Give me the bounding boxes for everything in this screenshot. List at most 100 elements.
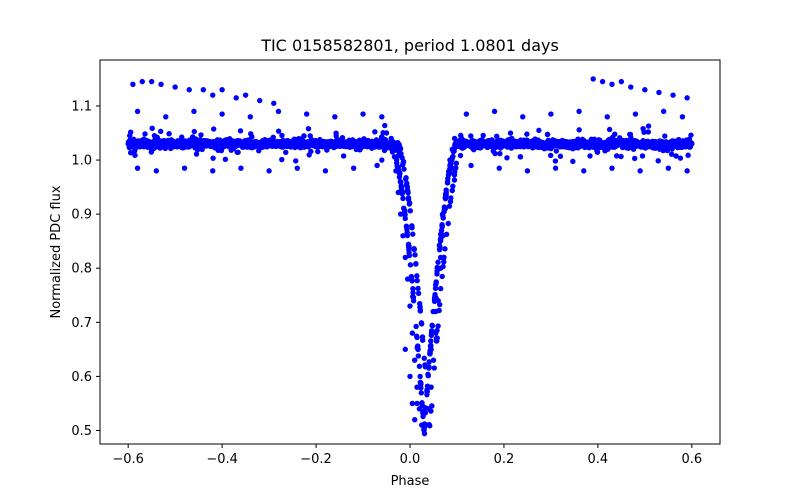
data-point xyxy=(233,95,239,101)
data-point xyxy=(410,294,417,301)
data-point xyxy=(293,158,299,164)
data-point xyxy=(613,153,620,159)
data-point xyxy=(340,153,347,159)
data-point xyxy=(544,131,551,138)
data-point xyxy=(153,168,160,174)
data-point xyxy=(132,152,138,158)
data-point xyxy=(324,147,330,153)
data-point xyxy=(419,334,426,340)
x-tick-label: −0.4 xyxy=(206,452,238,467)
x-tick-label: 0.0 xyxy=(400,452,421,467)
data-point xyxy=(632,111,639,117)
data-point xyxy=(576,127,582,133)
data-point xyxy=(688,132,694,138)
data-point xyxy=(633,143,639,150)
data-point xyxy=(459,145,466,151)
data-point xyxy=(158,81,164,88)
data-point xyxy=(402,207,408,214)
data-point xyxy=(409,330,416,336)
data-point xyxy=(181,165,188,171)
data-point xyxy=(186,87,192,93)
data-point xyxy=(209,139,215,146)
data-point xyxy=(219,87,225,93)
data-point xyxy=(421,427,427,434)
data-point xyxy=(191,108,197,115)
data-point xyxy=(620,137,626,144)
data-point xyxy=(589,137,595,144)
data-point xyxy=(428,332,435,339)
data-point xyxy=(420,413,426,420)
data-point xyxy=(378,134,385,140)
data-point xyxy=(382,122,388,129)
data-point xyxy=(483,141,489,147)
data-point xyxy=(372,129,378,135)
data-point xyxy=(421,355,427,361)
data-point xyxy=(383,130,390,136)
data-point xyxy=(172,84,178,90)
data-point xyxy=(283,149,289,156)
data-point xyxy=(433,330,439,336)
data-point xyxy=(410,290,416,296)
data-point xyxy=(279,156,285,163)
data-point xyxy=(637,168,643,174)
data-point xyxy=(664,147,671,154)
y-tick-label: 0.8 xyxy=(71,262,92,277)
data-point xyxy=(415,285,421,292)
data-point xyxy=(193,151,200,157)
data-point xyxy=(437,238,444,244)
data-point xyxy=(244,144,250,150)
data-point xyxy=(489,137,495,143)
data-point xyxy=(400,162,406,168)
data-point xyxy=(414,273,420,279)
data-point xyxy=(656,89,662,96)
x-tick-label: −0.2 xyxy=(300,452,332,467)
data-point xyxy=(374,162,380,169)
data-point xyxy=(480,132,486,139)
data-point xyxy=(471,146,477,153)
data-point xyxy=(337,141,343,147)
y-tick-label: 1.0 xyxy=(71,154,92,169)
data-point xyxy=(134,165,141,171)
data-point xyxy=(684,95,690,101)
data-point xyxy=(412,252,418,258)
data-point xyxy=(417,373,423,380)
data-point xyxy=(271,100,277,106)
data-point xyxy=(235,139,241,145)
data-point xyxy=(441,259,447,265)
data-point xyxy=(433,335,440,342)
data-point xyxy=(454,141,460,147)
data-point xyxy=(491,108,498,115)
data-point xyxy=(356,137,363,143)
data-point xyxy=(395,189,401,196)
data-point xyxy=(407,303,413,309)
data-point xyxy=(397,145,403,152)
data-point xyxy=(301,133,307,139)
data-point xyxy=(571,143,577,149)
data-point xyxy=(344,139,350,146)
data-point xyxy=(660,141,666,147)
data-point xyxy=(416,363,423,370)
data-point xyxy=(158,128,164,135)
data-point xyxy=(565,142,571,149)
data-point xyxy=(330,140,337,146)
data-point xyxy=(294,165,300,171)
data-point xyxy=(222,156,229,162)
data-point xyxy=(303,139,310,146)
data-point xyxy=(322,140,328,147)
data-point xyxy=(609,165,615,171)
data-point xyxy=(210,168,216,174)
data-point xyxy=(303,111,310,117)
data-point xyxy=(308,136,315,143)
data-point xyxy=(129,141,135,148)
data-point xyxy=(152,133,158,140)
data-point xyxy=(184,142,190,148)
data-point xyxy=(193,140,199,147)
data-point xyxy=(168,143,174,149)
data-point xyxy=(450,183,456,189)
data-point xyxy=(449,187,455,194)
data-point xyxy=(670,92,676,98)
data-point xyxy=(148,149,155,155)
data-point xyxy=(405,241,412,248)
data-point xyxy=(591,143,598,149)
data-point xyxy=(200,87,207,93)
